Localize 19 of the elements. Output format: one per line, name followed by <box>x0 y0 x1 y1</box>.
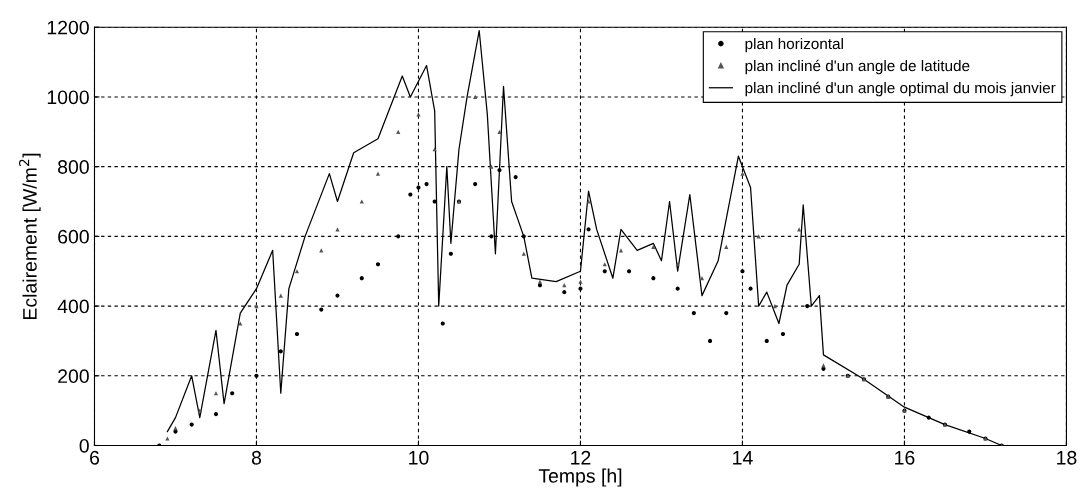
y-tick-label: 400 <box>57 299 89 314</box>
x-tick-label: 10 <box>409 450 429 465</box>
x-axis-title: Temps [h] <box>538 468 622 487</box>
x-tick-label: 8 <box>251 450 262 465</box>
y-tick-label: 600 <box>58 229 89 244</box>
x-tick-label: 18 <box>1057 450 1077 465</box>
y-axis-title: Eclairement [W/m$^{2}$] <box>19 153 41 319</box>
y-tick-label: 800 <box>58 160 89 174</box>
legend-label: plan incliné d'un angle optimal du mois janvier <box>745 81 1056 97</box>
y-tick-label: 200 <box>58 369 89 384</box>
x-tick-label: 6 <box>90 450 100 465</box>
legend-label: plan incliné d'un angle de latitude <box>745 59 970 75</box>
x-tick-label: 14 <box>733 451 753 465</box>
legend-label: plan horizontal <box>745 37 843 53</box>
y-tick-label: 1200 <box>47 20 89 35</box>
y-tick-label: 1000 <box>47 90 89 105</box>
y-tick-label: 0 <box>79 438 89 453</box>
x-tick-label: 16 <box>895 450 915 465</box>
x-tick-label: 12 <box>571 450 591 465</box>
